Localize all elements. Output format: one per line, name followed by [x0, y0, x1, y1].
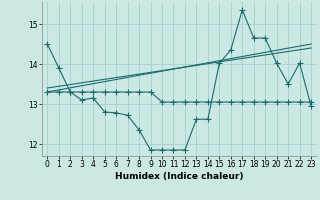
- X-axis label: Humidex (Indice chaleur): Humidex (Indice chaleur): [115, 172, 244, 181]
